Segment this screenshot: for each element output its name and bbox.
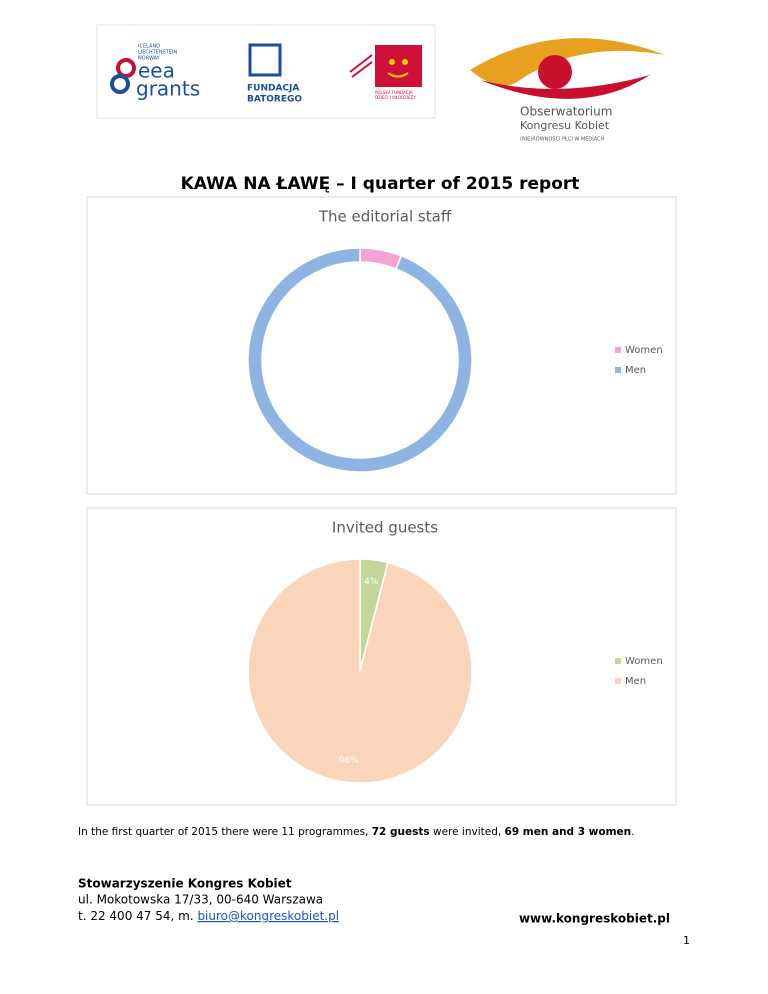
batory-icon	[248, 43, 282, 77]
footer-organization: Stowarzyszenie Kongres Kobiet	[78, 877, 292, 891]
pfdim-name: DZIECI I MŁODZIEŻY	[375, 95, 416, 100]
observatory-name: (NIE)RÓWNOŚCI PŁCI W MEDIACH	[520, 136, 605, 143]
legend-swatch	[615, 367, 621, 373]
legend-label: Women	[625, 656, 663, 667]
eea-country: ICELAND	[138, 44, 160, 50]
legend-swatch	[615, 658, 621, 664]
slice-label: 96%	[339, 756, 359, 766]
eea-name: eea	[138, 59, 175, 83]
legend-swatch	[615, 678, 621, 684]
footer-contact: t. 22 400 47 54, m. biuro@kongreskobiet.…	[78, 909, 339, 923]
legend-swatch	[615, 347, 621, 353]
summary-part: 69 men and 3 women	[505, 826, 632, 838]
summary-part: .	[631, 826, 634, 838]
summary-part: were invited,	[430, 826, 505, 838]
slice-label: 4%	[364, 577, 379, 587]
summary-part: In the first quarter of 2015 there were …	[78, 826, 372, 838]
chart-frame	[86, 196, 677, 495]
pfdim-icon	[387, 72, 409, 78]
eea-country: LIECHTENSTEIN	[138, 50, 177, 56]
observatory-icon	[538, 55, 572, 89]
observatory-name: Obserwatorium	[520, 105, 612, 119]
batory-name: FUNDACJA	[247, 84, 299, 94]
eea-name: grants	[136, 77, 200, 101]
pfdim-name: POLSKA FUNDACJA	[375, 90, 413, 95]
chart-title: Invited guests	[332, 519, 438, 537]
observatory-name: Kongresu Kobiet	[520, 119, 610, 132]
legend-label: Women	[625, 345, 663, 356]
batory-name: BATOREGO	[247, 95, 302, 105]
slice-label: 6%	[370, 267, 385, 277]
slice	[247, 558, 473, 784]
eea-icon	[110, 74, 130, 94]
pfdim-icon	[375, 45, 422, 87]
eea-country: NORWAY	[138, 56, 161, 62]
footer-website[interactable]: www.kongreskobiet.pl	[519, 912, 670, 926]
summary-part: 72 guests	[372, 826, 430, 838]
footer-address: ul. Mokotowska 17/33, 00-640 Warszawa	[78, 893, 323, 907]
observatory-icon	[480, 75, 650, 99]
legend-label: Men	[625, 676, 646, 687]
pfdim-icon	[389, 59, 395, 65]
report-title: KAWA NA ŁAWĘ – I quarter of 2015 report	[181, 174, 580, 194]
pfdim-icon	[349, 54, 373, 78]
footer-email[interactable]: biuro@kongreskobiet.pl	[197, 909, 339, 923]
slice	[247, 247, 473, 473]
legend-label: Men	[625, 365, 646, 376]
slice-label: 94%	[333, 444, 353, 454]
footer-phone: t. 22 400 47 54, m.	[78, 909, 197, 923]
page-number: 1	[683, 934, 690, 947]
summary: In the first quarter of 2015 there were …	[78, 826, 634, 838]
chart-title: The editorial staff	[318, 208, 452, 226]
pfdim-icon	[402, 59, 408, 65]
observatory-icon	[470, 38, 665, 86]
